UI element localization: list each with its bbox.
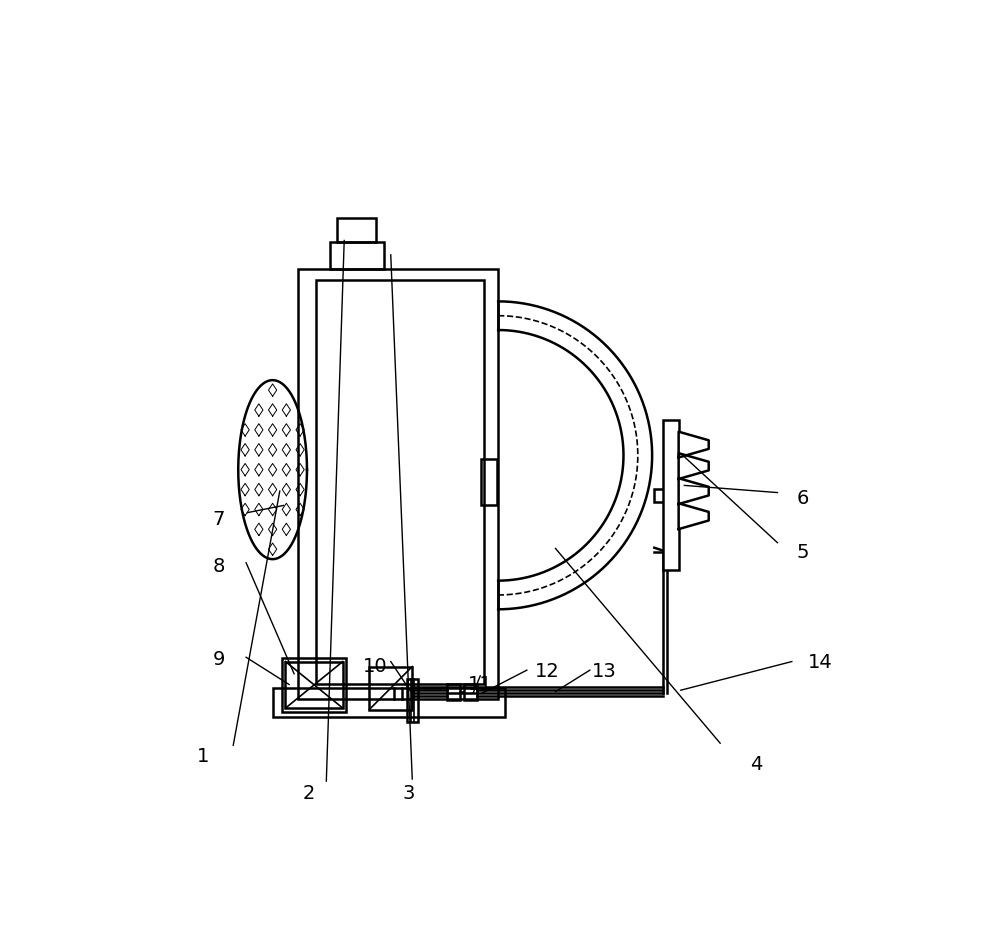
Bar: [407, 679, 418, 722]
Text: 8: 8: [213, 557, 225, 576]
Bar: [369, 667, 412, 710]
Bar: [337, 219, 376, 242]
Text: 11: 11: [468, 675, 493, 694]
Bar: [330, 242, 384, 269]
Bar: [282, 658, 346, 711]
Bar: [663, 419, 679, 570]
Bar: [316, 280, 484, 684]
Bar: [273, 688, 505, 717]
Text: 14: 14: [808, 654, 833, 672]
Bar: [298, 269, 498, 698]
Bar: [481, 458, 497, 506]
Bar: [464, 684, 477, 700]
Text: 7: 7: [213, 511, 225, 529]
Text: 12: 12: [534, 662, 559, 681]
Polygon shape: [679, 503, 709, 529]
Bar: [654, 489, 666, 502]
Text: 2: 2: [302, 784, 315, 803]
Text: 3: 3: [402, 784, 415, 803]
Text: 1: 1: [197, 747, 209, 765]
Bar: [285, 661, 343, 708]
Bar: [447, 684, 460, 700]
Polygon shape: [679, 432, 709, 458]
Text: 10: 10: [363, 658, 387, 676]
Text: 13: 13: [592, 662, 617, 681]
Polygon shape: [679, 478, 709, 504]
Text: 6: 6: [796, 489, 809, 508]
Text: 4: 4: [750, 755, 762, 774]
Text: 5: 5: [796, 542, 809, 562]
Text: 9: 9: [213, 650, 225, 669]
Polygon shape: [679, 453, 709, 479]
